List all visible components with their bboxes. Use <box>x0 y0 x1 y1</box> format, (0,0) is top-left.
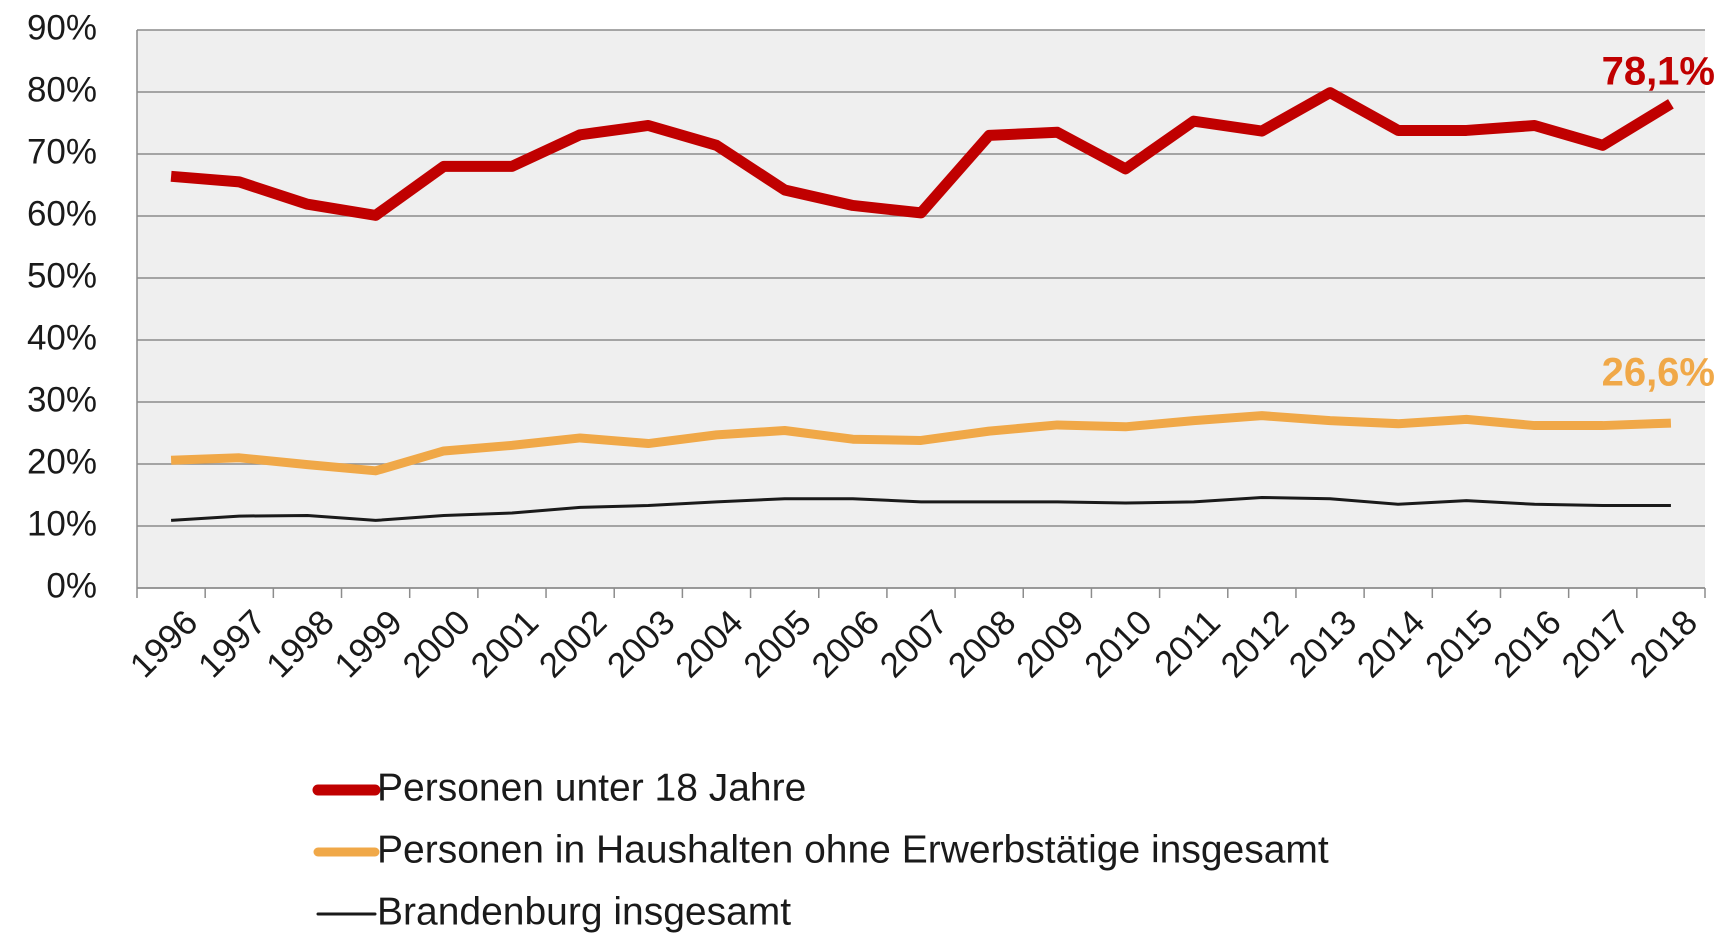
x-tick-label: 2001 <box>464 603 547 686</box>
x-tick-label: 1996 <box>123 603 206 686</box>
y-tick-label: 10% <box>27 504 97 543</box>
data-label: 26,6% <box>1602 351 1715 395</box>
y-tick-label: 50% <box>27 256 97 295</box>
x-tick-label: 2013 <box>1282 603 1365 686</box>
x-tick-label: 2015 <box>1418 603 1501 686</box>
y-tick-label: 60% <box>27 194 97 233</box>
x-tick-label: 2003 <box>600 603 683 686</box>
x-tick-label: 2017 <box>1554 603 1637 686</box>
legend-label: Personen in Haushalten ohne Erwerbstätig… <box>377 828 1329 871</box>
y-tick-label: 20% <box>27 442 97 481</box>
series-line <box>170 495 1671 522</box>
x-tick-label: 2008 <box>941 603 1024 686</box>
y-tick-label: 80% <box>27 70 97 109</box>
x-tick-label: 2006 <box>804 603 887 686</box>
series-line <box>170 87 1674 221</box>
plot-area <box>137 30 1705 588</box>
legend-label: Personen unter 18 Jahre <box>377 766 806 809</box>
data-label: 78,1% <box>1602 49 1715 93</box>
x-tick-label: 2000 <box>395 603 478 686</box>
x-tick-label: 2005 <box>736 603 819 686</box>
y-tick-label: 40% <box>27 318 97 357</box>
y-tick-label: 70% <box>27 132 97 171</box>
x-tick-label: 2007 <box>873 603 956 686</box>
x-tick-label: 2009 <box>1009 603 1092 686</box>
x-tick-label: 1997 <box>191 603 274 686</box>
y-tick-label: 0% <box>46 566 97 605</box>
x-tick-label: 2004 <box>668 603 751 686</box>
x-tick-label: 2002 <box>532 603 615 686</box>
x-tick-label: 1999 <box>327 603 410 686</box>
y-tick-label: 90% <box>27 8 97 47</box>
series-line <box>170 411 1672 476</box>
x-tick-label: 2010 <box>1077 603 1160 686</box>
x-tick-label: 2011 <box>1147 603 1228 684</box>
x-tick-label: 2012 <box>1213 603 1296 686</box>
x-tick-label: 1998 <box>259 603 342 686</box>
x-tick-label: 2014 <box>1350 603 1433 686</box>
legend-label: Brandenburg insgesamt <box>377 890 791 933</box>
x-tick-label: 2016 <box>1486 603 1569 686</box>
x-tick-label: 2018 <box>1622 603 1705 686</box>
y-tick-label: 30% <box>27 380 97 419</box>
